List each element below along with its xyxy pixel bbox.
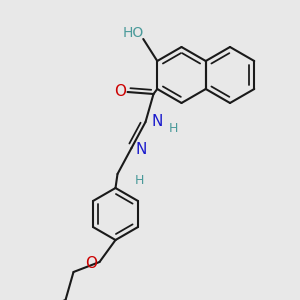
Text: H: H <box>135 173 144 187</box>
Text: H: H <box>169 122 178 134</box>
Text: O: O <box>85 256 98 272</box>
Text: N: N <box>152 115 163 130</box>
Text: HO: HO <box>123 26 144 40</box>
Text: N: N <box>136 142 147 158</box>
Text: O: O <box>115 83 127 98</box>
